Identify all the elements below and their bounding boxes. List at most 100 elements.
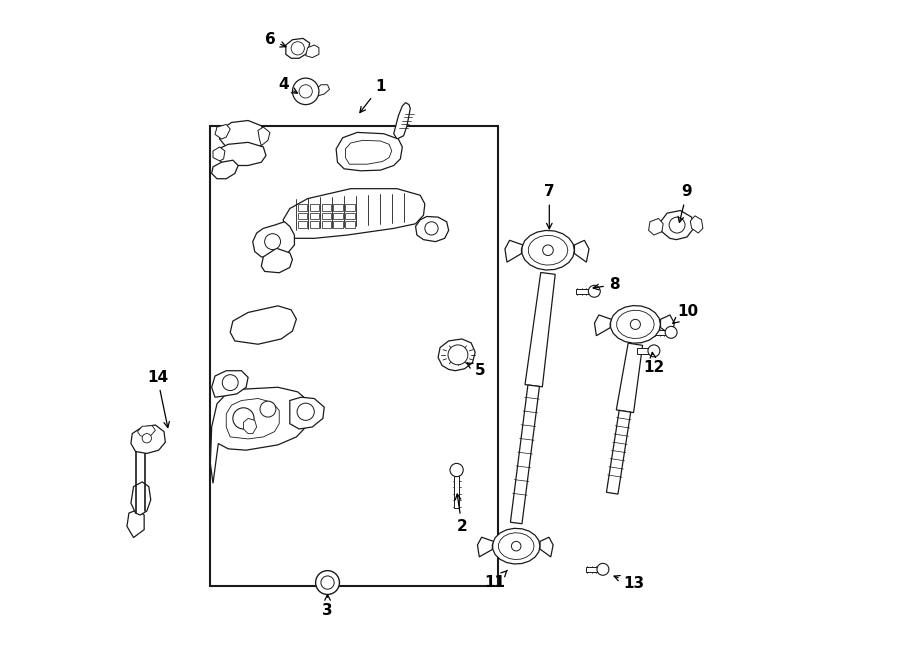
- Polygon shape: [226, 399, 279, 439]
- Circle shape: [543, 245, 553, 256]
- Polygon shape: [505, 240, 523, 262]
- Polygon shape: [220, 120, 266, 150]
- Circle shape: [665, 326, 677, 338]
- Circle shape: [297, 403, 314, 420]
- Circle shape: [316, 571, 339, 594]
- Polygon shape: [284, 189, 425, 238]
- Text: 13: 13: [614, 575, 644, 591]
- Polygon shape: [595, 315, 611, 336]
- Bar: [310, 213, 319, 219]
- Polygon shape: [616, 310, 654, 338]
- Polygon shape: [607, 410, 631, 494]
- Bar: [321, 213, 331, 219]
- Bar: [310, 204, 319, 211]
- Circle shape: [630, 319, 641, 330]
- Circle shape: [265, 234, 281, 250]
- Polygon shape: [525, 273, 555, 387]
- Bar: [346, 204, 355, 211]
- Polygon shape: [661, 211, 694, 240]
- Polygon shape: [212, 160, 239, 179]
- Circle shape: [597, 563, 609, 575]
- Circle shape: [233, 408, 254, 429]
- Bar: [346, 221, 355, 228]
- Polygon shape: [336, 132, 402, 171]
- Bar: [298, 204, 307, 211]
- Polygon shape: [654, 330, 671, 335]
- Polygon shape: [616, 343, 643, 412]
- Polygon shape: [127, 510, 144, 538]
- Circle shape: [448, 345, 468, 365]
- Circle shape: [669, 217, 685, 233]
- Polygon shape: [492, 528, 540, 564]
- Polygon shape: [649, 218, 663, 235]
- Polygon shape: [244, 418, 256, 434]
- Polygon shape: [499, 533, 534, 559]
- Polygon shape: [528, 236, 568, 265]
- Polygon shape: [346, 140, 392, 164]
- Circle shape: [321, 576, 334, 589]
- Polygon shape: [478, 538, 493, 557]
- Bar: [346, 213, 355, 219]
- Polygon shape: [261, 248, 292, 273]
- Circle shape: [511, 542, 521, 551]
- Polygon shape: [306, 45, 319, 58]
- Polygon shape: [574, 240, 589, 262]
- Text: 4: 4: [278, 77, 298, 93]
- Text: 3: 3: [322, 594, 333, 618]
- Text: 5: 5: [467, 363, 485, 378]
- Circle shape: [291, 42, 304, 55]
- Circle shape: [425, 222, 438, 235]
- Bar: [321, 204, 331, 211]
- Polygon shape: [522, 230, 574, 270]
- Bar: [321, 221, 331, 228]
- Polygon shape: [258, 127, 270, 146]
- Polygon shape: [540, 538, 554, 557]
- Polygon shape: [510, 385, 539, 524]
- Polygon shape: [138, 426, 156, 437]
- Polygon shape: [576, 289, 594, 294]
- Bar: [310, 221, 319, 228]
- Circle shape: [450, 463, 464, 477]
- Text: 6: 6: [265, 32, 286, 47]
- Bar: [334, 204, 343, 211]
- Circle shape: [292, 78, 319, 105]
- Polygon shape: [286, 38, 310, 58]
- Bar: [334, 213, 343, 219]
- Circle shape: [260, 401, 276, 417]
- Polygon shape: [393, 103, 410, 139]
- Polygon shape: [316, 85, 329, 96]
- Text: 10: 10: [673, 304, 699, 323]
- Bar: [334, 221, 343, 228]
- Polygon shape: [416, 216, 449, 242]
- Polygon shape: [610, 306, 661, 343]
- Polygon shape: [661, 315, 674, 336]
- Polygon shape: [636, 348, 654, 354]
- Polygon shape: [217, 142, 266, 166]
- Text: 14: 14: [147, 370, 169, 428]
- Polygon shape: [586, 567, 603, 572]
- Circle shape: [142, 434, 151, 443]
- Bar: [211, 126, 499, 586]
- Polygon shape: [215, 124, 230, 139]
- Polygon shape: [213, 147, 225, 161]
- Polygon shape: [253, 222, 294, 258]
- Circle shape: [648, 345, 660, 357]
- Polygon shape: [438, 339, 475, 371]
- Bar: [298, 213, 307, 219]
- Circle shape: [299, 85, 312, 98]
- Circle shape: [589, 285, 600, 297]
- Text: 8: 8: [593, 277, 619, 292]
- Polygon shape: [690, 216, 703, 233]
- Text: 7: 7: [544, 185, 554, 229]
- Text: 1: 1: [360, 79, 386, 113]
- Polygon shape: [130, 425, 166, 453]
- Polygon shape: [130, 482, 151, 515]
- Polygon shape: [211, 387, 311, 483]
- Circle shape: [222, 375, 239, 391]
- Polygon shape: [212, 371, 248, 397]
- Text: 12: 12: [644, 352, 664, 375]
- Text: 11: 11: [484, 570, 508, 590]
- Polygon shape: [290, 397, 324, 429]
- Polygon shape: [454, 470, 459, 508]
- Text: 9: 9: [678, 185, 692, 222]
